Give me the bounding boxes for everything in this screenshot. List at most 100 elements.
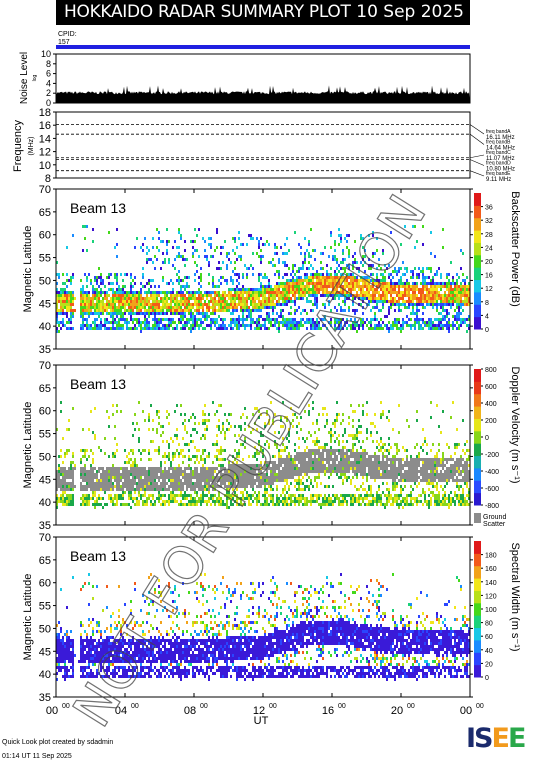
colorbar-swatch <box>474 492 481 506</box>
lat-tick: 50 <box>39 451 51 463</box>
time-tick: 20 <box>391 705 403 717</box>
noise-ylabel: Noise Level <box>19 52 30 104</box>
noise-ytick: 10 <box>41 49 51 59</box>
lat-tick: 70 <box>39 532 51 544</box>
time-tick: 12 <box>253 705 265 717</box>
freq-ytick: 14 <box>39 133 51 145</box>
beam-label: Beam 13 <box>70 200 126 216</box>
colorbar-swatch <box>474 480 481 494</box>
freq-band-value: 16.11 MHz <box>486 135 515 141</box>
colorbar-swatch <box>474 639 481 653</box>
rti-cells <box>56 573 470 681</box>
colorbar-swatch <box>474 590 481 604</box>
colorbar-swatch <box>474 267 481 281</box>
lat-tick: 60 <box>39 406 51 418</box>
colorbar-tick: 100 <box>485 607 497 614</box>
plot-title: HOKKAIDO RADAR SUMMARY PLOT <box>64 2 351 22</box>
ground-scatter-swatch <box>474 513 481 523</box>
colorbar-tick: 40 <box>485 648 493 655</box>
time-tick: 00 <box>46 705 58 717</box>
colorbar-swatch <box>474 455 481 469</box>
lat-tick: 60 <box>39 230 51 242</box>
time-tick-minutes: 00 <box>407 703 415 710</box>
colorbar-tick: 28 <box>485 232 493 239</box>
lat-tick: 55 <box>39 601 51 613</box>
colorbar-tick: 180 <box>485 553 497 560</box>
colorbar-swatch <box>474 242 481 256</box>
rti-panel-3: 35 40 45 50 55 60 65 70 Beam 13 Magnetic Latitude… <box>22 532 521 704</box>
beam-label: Beam 13 <box>70 376 126 392</box>
colorbar-swatch <box>474 217 481 231</box>
colorbar-tick: 8 <box>485 300 489 307</box>
cpid-value: 157 <box>58 39 70 46</box>
lat-ylabel: Magnetic Latitude <box>22 574 34 661</box>
lat-tick: 50 <box>39 275 51 287</box>
lat-tick: 50 <box>39 623 51 635</box>
ground-label-2: Scatter <box>483 521 506 528</box>
lat-tick: 45 <box>39 298 51 310</box>
colorbar-swatch <box>474 664 481 678</box>
colorbar-tick: 12 <box>485 286 493 293</box>
colorbar-tick: 60 <box>485 634 493 641</box>
lat-tick: 55 <box>39 253 51 265</box>
colorbar-tick: 24 <box>485 245 493 252</box>
colorbar-tick: 200 <box>485 418 497 425</box>
x-axis-label: UT <box>254 715 269 727</box>
colorbar-tick: 120 <box>485 593 497 600</box>
colorbar-swatch <box>474 316 481 330</box>
lat-tick: 35 <box>39 520 51 532</box>
noise-ylabel-sub: log <box>32 74 38 81</box>
noise-ytick: 0 <box>46 98 51 108</box>
colorbar-swatch <box>474 615 481 629</box>
freq-band-name: freq bandD <box>486 161 511 167</box>
colorbar-swatch <box>474 652 481 666</box>
noise-ytick: 6 <box>46 69 51 79</box>
colorbar-tick: 36 <box>485 205 493 212</box>
lat-tick: 35 <box>39 344 51 356</box>
time-tick-minutes: 00 <box>476 703 484 710</box>
colorbar-swatch <box>474 193 481 206</box>
colorbar-swatch <box>474 602 481 616</box>
colorbar-label: Backscatter Power (dB) <box>509 191 521 307</box>
isee-logo: ISEE <box>466 723 526 754</box>
lat-ylabel: Magnetic Latitude <box>22 226 34 313</box>
colorbar-tick: -400 <box>485 469 499 476</box>
colorbar-swatch <box>474 418 481 432</box>
time-axis: 00 00 04 00 08 00 12 00 16 00 20 00 00 00 <box>46 703 484 717</box>
ground-label: Ground <box>483 514 506 521</box>
colorbar-tick: 32 <box>485 218 493 225</box>
beam-label: Beam 13 <box>70 548 126 564</box>
colorbar-swatch <box>474 578 481 591</box>
colorbar-tick: 140 <box>485 580 497 587</box>
colorbar-label: Spectral Width (m s⁻¹) <box>509 542 521 651</box>
freq-band-value: 10.80 MHz <box>486 167 515 173</box>
colorbar-tick: 400 <box>485 401 497 408</box>
time-tick: 00 <box>460 705 472 717</box>
colorbar-tick: -800 <box>485 503 499 510</box>
lat-tick: 65 <box>39 207 51 219</box>
time-tick-minutes: 00 <box>338 703 346 710</box>
time-tick: 16 <box>322 705 334 717</box>
colorbar-tick: 4 <box>485 313 489 320</box>
colorbar-swatch <box>474 553 481 567</box>
colorbar-swatch <box>474 254 481 268</box>
colorbar-swatch <box>474 406 481 419</box>
colorbar-swatch <box>474 381 481 395</box>
colorbar-tick: 0 <box>485 435 489 442</box>
time-tick-minutes: 00 <box>62 703 70 710</box>
freq-band-name: freq bandE <box>486 171 511 177</box>
freq-ytick: 18 <box>39 107 51 119</box>
colorbar-swatch <box>474 627 481 641</box>
colorbar-swatch <box>474 430 481 444</box>
colorbar-swatch <box>474 393 481 407</box>
freq-ylabel: Frequency <box>12 120 24 172</box>
colorbar-swatch <box>474 565 481 579</box>
colorbar-swatch <box>474 443 481 457</box>
colorbar-tick: 0 <box>485 327 489 334</box>
colorbar-tick: 20 <box>485 259 493 266</box>
footer-timestamp: 01:14 UT 11 Sep 2025 <box>2 753 72 760</box>
colorbar-tick: 16 <box>485 273 493 280</box>
